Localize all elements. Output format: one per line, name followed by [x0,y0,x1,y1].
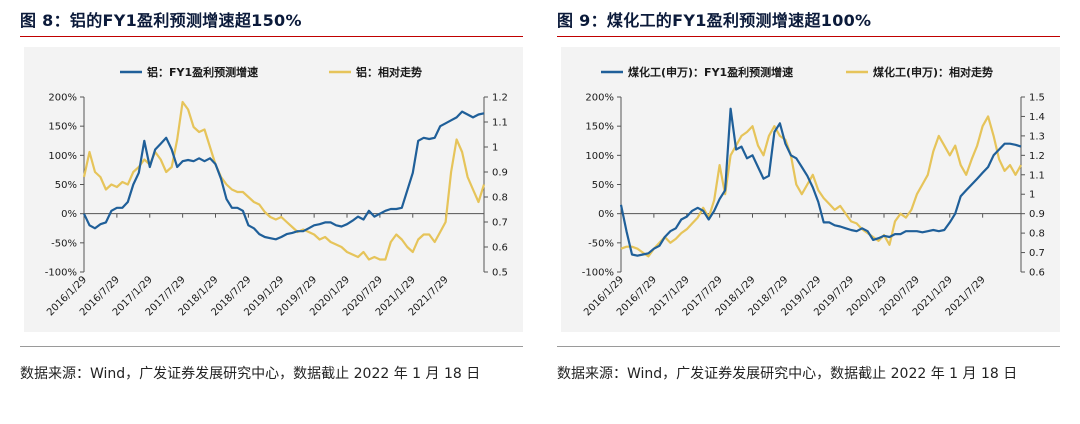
right-tick-label: 1 [492,143,498,154]
source-note: 数据来源：Wind，广发证券发展研究中心，数据截止 2022 年 1 月 18 … [557,366,1018,382]
title-rule [557,36,1060,37]
left-tick-label: -50% [51,238,77,249]
right-tick-label: 1.3 [1029,131,1045,142]
line-chart-coal-chemical: 煤化工(申万)：FY1盈利预测增速 煤化工(申万)：相对走势 -100% -50% 0%… [582,65,1045,318]
right-tick-label: 1.4 [1029,112,1045,123]
legend-label-relative: 煤化工(申万)：相对走势 [873,65,993,79]
figure-title-text: 铝的FY1盈利预测增速超150% [69,11,302,30]
legend-label-growth: 煤化工(申万)：FY1盈利预测增速 [628,65,793,79]
left-tick-label: 0% [598,209,614,220]
left-tick-label: 50% [55,180,77,191]
right-tick-label: 1.2 [1029,151,1045,162]
right-tick-label: 0.5 [492,268,508,279]
right-tick-label: 1 [1029,190,1035,201]
left-tick-label: -100% [45,268,77,279]
figure-label: 图 9： [557,11,607,30]
figure-title: 图 9：煤化工的FY1盈利预测增速超100% [557,7,871,31]
source-divider [20,346,523,347]
left-tick-label: 150% [585,122,614,133]
right-tick-label: 0.8 [492,193,508,204]
source-divider [557,346,1060,347]
title-rule [20,36,523,37]
left-tick-label: 150% [48,122,77,133]
right-tick-label: 1.1 [1029,170,1045,181]
legend-label-relative: 铝：相对走势 [356,65,422,79]
right-tick-label: 0.7 [492,218,508,229]
left-tick-label: 100% [48,151,77,162]
chart-panel-aluminum: 图 8：铝的FY1盈利预测增速超150% 铝：FY1盈利预测增速 铝：相对走势 -1… [20,0,540,424]
legend: 煤化工(申万)：FY1盈利预测增速 煤化工(申万)：相对走势 [601,65,993,79]
right-tick-label: 0.9 [492,168,508,179]
line-chart-aluminum: 铝：FY1盈利预测增速 铝：相对走势 -100% -50% 0% 50% 100% 150% 2… [45,65,508,318]
right-tick-label: 0.7 [1029,248,1045,259]
right-tick-label: 0.6 [492,243,508,254]
left-tick-label: 200% [585,93,614,104]
right-tick-label: 0.9 [1029,209,1045,220]
right-tick-label: 1.1 [492,118,508,129]
series-line-growth [619,107,1022,257]
left-tick-label: 50% [592,180,614,191]
right-tick-label: 1.5 [1029,93,1045,104]
series-line-growth [83,110,485,241]
chart-area: 煤化工(申万)：FY1盈利预测增速 煤化工(申万)：相对走势 -100% -50% 0%… [561,47,1060,332]
figure-title: 图 8：铝的FY1盈利预测增速超150% [20,7,302,31]
left-tick-label: 200% [48,93,77,104]
source-note: 数据来源：Wind，广发证券发展研究中心，数据截止 2022 年 1 月 18 … [20,366,481,382]
left-tick-label: -50% [588,238,614,249]
left-tick-label: 0% [61,209,77,220]
left-tick-label: 100% [585,151,614,162]
right-tick-label: 0.6 [1029,268,1045,279]
right-tick-label: 1.2 [492,93,508,104]
figure-label: 图 8： [20,11,70,30]
legend: 铝：FY1盈利预测增速 铝：相对走势 [120,65,422,79]
series-line-relative [620,115,1022,258]
chart-panel-coal-chemical: 图 9：煤化工的FY1盈利预测增速超100% 煤化工(申万)：FY1盈利预测增速… [557,0,1077,424]
figure-title-text: 煤化工的FY1盈利预测增速超100% [606,11,872,30]
right-tick-label: 0.8 [1029,229,1045,240]
chart-area: 铝：FY1盈利预测增速 铝：相对走势 -100% -50% 0% 50% 100% 150% 2… [24,47,523,332]
left-tick-label: -100% [582,268,614,279]
legend-label-growth: 铝：FY1盈利预测增速 [147,65,258,79]
